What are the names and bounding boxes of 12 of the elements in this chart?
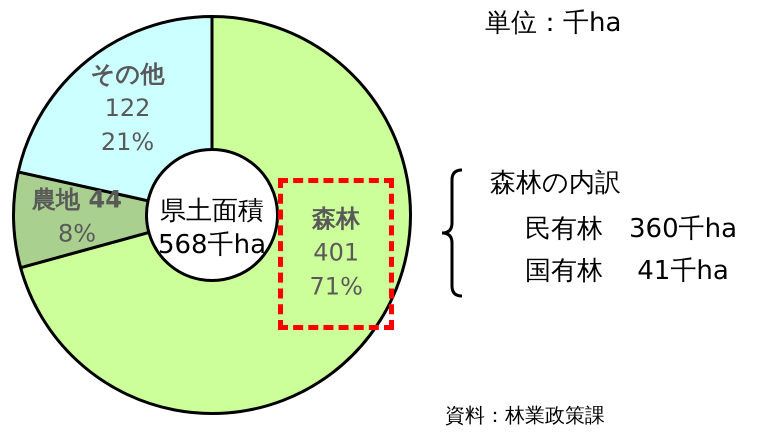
slice-label: 農地 44 8% bbox=[31, 186, 122, 248]
data-label: 401 71% bbox=[310, 238, 363, 301]
text: 単位：千ha bbox=[485, 8, 622, 38]
text: 568千ha bbox=[156, 230, 268, 260]
text: 資料：林業政策課 bbox=[445, 403, 605, 427]
text: 民有林 360千ha bbox=[525, 214, 738, 244]
text: 森林の内訳 bbox=[490, 168, 621, 198]
text: 国有林 41千ha bbox=[525, 256, 729, 286]
text: 県土面積 bbox=[160, 196, 264, 226]
data-label: 122 21% bbox=[100, 94, 154, 156]
slice-label: 森林 bbox=[311, 204, 362, 233]
slice-label: その他 bbox=[90, 60, 166, 88]
